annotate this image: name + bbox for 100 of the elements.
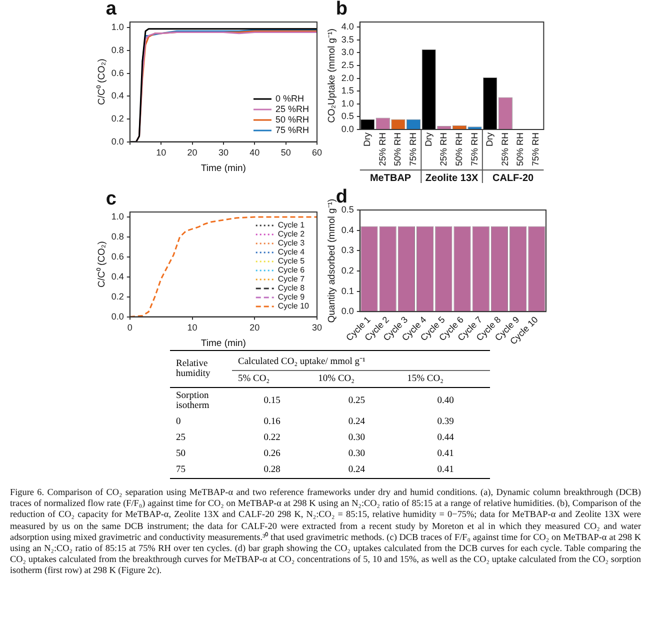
text: 5% CO₂ — [237, 373, 271, 386]
legend-label: Cycle 8 — [278, 284, 306, 293]
y-axis-title: Quantity adsorbed (mmol g⁻¹) — [326, 198, 338, 323]
text: MeTBAP — [370, 172, 412, 184]
y-tick-label: 0.4 — [111, 90, 124, 101]
text: 0.44 — [436, 432, 455, 445]
legend-label: Cycle 10 — [278, 302, 310, 311]
text: 10% CO₂ — [317, 373, 356, 386]
x-tick-label: Dry — [362, 132, 372, 146]
y-tick-label: 1.0 — [111, 22, 124, 32]
y-axis-title: C/C⁰ (CO₂) — [95, 241, 108, 288]
y-tick-label: 0.0 — [111, 136, 124, 146]
x-tick-label: 0 — [127, 322, 132, 333]
legend-label: 75 %RH — [275, 125, 309, 136]
text: 0.41 — [436, 448, 455, 461]
chart-title: b — [336, 0, 348, 20]
text: 15% CO₂ — [406, 373, 444, 386]
y-tick-label: 2.0 — [341, 72, 354, 83]
x-tick-label: 25% RH — [438, 132, 449, 166]
y-tick-label: 1.0 — [111, 211, 124, 222]
y-tick-label: 0.0 — [341, 306, 354, 316]
x-tick-label: 10 — [187, 322, 198, 333]
text: 0.26 — [262, 448, 282, 461]
chart-title: a — [106, 0, 117, 20]
x-tick-label: 20 — [187, 148, 198, 158]
y-tick-label: 0.4 — [111, 271, 124, 282]
text: 0.24 — [347, 464, 366, 477]
x-tick-label: 50 — [280, 148, 291, 158]
text: 0 — [175, 416, 182, 429]
y-tick-label: 2.5 — [341, 60, 354, 70]
legend-label: Cycle 1 — [278, 220, 306, 230]
x-tick-label: 20 — [250, 322, 260, 333]
y-tick-label: 1.0 — [341, 98, 354, 108]
y-tick-label: 3.5 — [341, 34, 354, 44]
text: 0.30 — [347, 432, 366, 445]
text: 0.41 — [436, 464, 455, 477]
y-tick-label: 0.2 — [341, 265, 354, 276]
text: 0.28 — [262, 464, 282, 477]
legend-label: Cycle 3 — [278, 238, 306, 248]
caption: Figure 6. Comparison of CO₂ separation using MeTBAP-α and two reference frameworks under dry and humid conditions. (a), Dynamic column breakthrough (DCB) traces of normalized flow rate (F/F₀) against time for CO₂ on MeTBAP-α at 298 K using an N₂:CO₂ ratio of 85:15 at a range of relative humidities. (b), Comparison of the reduction of CO₂ capacity for MeTBAP-α, Zeolite 13X and CALF-20 298 K, N₂:CO₂ = 85:15, relative humidity = 0−75%; data for MeTBAP-α and Zeolite 13X were measured by us on the same DCB instrument; the data for CALF-20 were extracted from a recent study by Moreton et al in which they measured CO₂ and water adsorption using mixed gravimetric and conductivity measurements.³⁰ that used gravimetric methods. (c) DCB traces of F/F₀ against time for CO₂ on MeTBAP-α at 298 K using an N₂:CO₂ ratio of 85:15 at 75% RH over ten cycles. (d) bar graph showing the CO₂ uptakes calculated from the DCB curves for each cycle. Table comparing the CO₂ uptakes calculated from the breakthrough curves for MeTBAP-α at CO₂ concentrations of 5, 10 and 15%, as well as the CO₂ uptake calculated from the CO₂ sorption isotherm (first row) at 298 K (Figure 2c). — [10, 487, 641, 577]
text: CALF-20 — [492, 172, 534, 184]
y-tick-label: 0.6 — [111, 68, 124, 78]
x-tick-label: 25% RH — [500, 132, 510, 166]
legend-label: Cycle 9 — [278, 292, 306, 302]
x-axis-title: Time (min) — [200, 338, 246, 349]
y-tick-label: 0.5 — [341, 111, 354, 122]
text: 50 — [175, 448, 186, 461]
text: 0.15 — [262, 395, 282, 408]
x-tick-label: 25% RH — [377, 132, 388, 166]
chart-title: c — [106, 188, 117, 210]
legend-label: 25 %RH — [275, 104, 309, 114]
y-tick-label: 0.6 — [111, 251, 124, 262]
x-tick-label: Dry — [423, 132, 434, 146]
y-tick-label: 0.4 — [341, 224, 354, 235]
text: 0.24 — [347, 416, 366, 429]
x-tick-label: 40 — [250, 148, 260, 158]
text: 0.40 — [436, 395, 455, 408]
y-axis-title: CO₂Uptake (mmol g⁻¹) — [326, 28, 338, 123]
x-tick-label: 60 — [312, 148, 322, 158]
text: 0.39 — [436, 416, 455, 429]
y-tick-label: 0.1 — [341, 286, 354, 296]
x-tick-label: 50% RH — [454, 132, 464, 166]
x-tick-label: 75% RH — [408, 132, 418, 166]
legend-label: Cycle 7 — [278, 274, 306, 284]
x-axis-title: Time (min) — [200, 162, 246, 174]
y-tick-label: 0.8 — [111, 45, 124, 56]
legend-label: Cycle 2 — [278, 230, 306, 239]
legend-label: Cycle 6 — [278, 266, 306, 275]
y-tick-label: 3.0 — [341, 47, 354, 58]
text: 0.25 — [347, 395, 366, 408]
text: 0.30 — [347, 448, 366, 461]
y-tick-label: 0.2 — [111, 113, 124, 124]
text: 25 — [175, 432, 186, 445]
y-tick-label: 1.5 — [341, 86, 354, 96]
y-tick-label: 0.0 — [111, 311, 124, 322]
y-tick-label: 4.0 — [341, 22, 354, 32]
legend-label: 50 %RH — [275, 114, 309, 125]
y-tick-label: 0.2 — [111, 291, 124, 302]
x-tick-label: 10 — [156, 148, 166, 158]
y-tick-label: 0.8 — [111, 231, 124, 242]
x-tick-label: 75% RH — [530, 132, 541, 166]
text: 0.22 — [262, 432, 282, 445]
x-tick-label: 75% RH — [469, 132, 480, 166]
text: 0.16 — [262, 416, 282, 429]
legend-label: Cycle 5 — [278, 256, 306, 266]
text: Calculated CO₂ uptake/ mmol g⁻¹ — [232, 350, 490, 370]
text: 75 — [175, 464, 186, 477]
y-axis-title: C/C⁰ (CO₂) — [95, 58, 108, 106]
x-tick-label: 50% RH — [392, 132, 403, 166]
x-tick-label: 30 — [312, 322, 322, 333]
y-tick-label: 0.0 — [341, 124, 354, 134]
y-tick-label: 0.5 — [341, 204, 354, 214]
x-tick-label: 30 — [218, 148, 228, 158]
text: Zeolite 13X — [425, 172, 479, 184]
legend-label: Cycle 4 — [278, 248, 306, 257]
x-tick-label: 50% RH — [515, 132, 526, 166]
text: Sorption isotherm — [175, 390, 210, 413]
y-tick-label: 0.3 — [341, 245, 354, 256]
legend-label: 0 %RH — [275, 94, 304, 104]
x-tick-label: Dry — [484, 132, 495, 146]
